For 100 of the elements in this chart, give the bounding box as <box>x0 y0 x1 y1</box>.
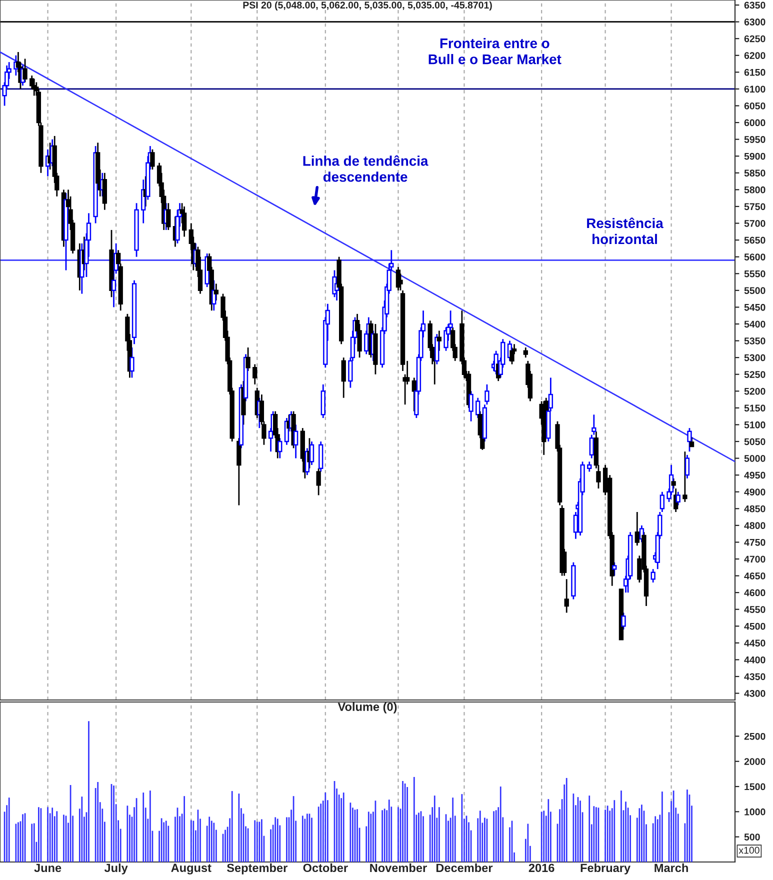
y-tick-label: 5450 <box>744 304 766 311</box>
y-tick-label: 4800 <box>744 522 766 530</box>
y-tick-label: 2500 <box>744 732 766 740</box>
candlestick <box>587 460 592 472</box>
y-tick-label: 2000 <box>744 758 766 765</box>
candlestick <box>444 326 448 352</box>
candlestick <box>246 346 250 372</box>
y-tick-label: 4700 <box>744 556 766 563</box>
y-tick-label: 5250 <box>744 371 766 378</box>
x-tick-label: August <box>171 864 212 874</box>
candlestick <box>293 424 298 459</box>
y-tick-label: 5150 <box>744 404 766 412</box>
x-tick-label: October <box>303 863 348 872</box>
candlestick <box>621 612 626 630</box>
y-tick-label: 5700 <box>744 220 766 227</box>
candlestick <box>316 468 321 496</box>
x-tick-label: July <box>104 863 128 874</box>
candlestick <box>634 511 640 546</box>
candlestick <box>130 346 134 378</box>
candlestick <box>592 414 596 436</box>
ref-line-label: Resistência horizontal <box>587 218 664 244</box>
candlestick <box>150 148 155 170</box>
candlestick <box>650 568 656 584</box>
candlestick <box>236 437 242 506</box>
candlestick <box>684 454 690 480</box>
y-tick-label: 4750 <box>744 538 766 546</box>
candlestick <box>102 172 108 211</box>
x-tick-label: December <box>436 863 493 872</box>
y-tick-label: 5900 <box>744 152 766 160</box>
candlestick <box>436 330 442 352</box>
y-tick-label: 6350 <box>744 2 766 9</box>
candlestick <box>357 323 362 358</box>
y-tick-label: 4400 <box>744 656 766 664</box>
y-tick-label: 6100 <box>744 86 766 93</box>
y-tick-label: 5850 <box>744 170 766 177</box>
candlestick <box>320 384 326 419</box>
x-tick-label: March <box>654 863 688 872</box>
y-tick-label: 5350 <box>744 338 766 344</box>
y-tick-label: 5400 <box>744 320 766 328</box>
y-tick-label: 6300 <box>744 18 766 26</box>
y-tick-label: 4300 <box>744 690 766 697</box>
y-tick-label: 5000 <box>744 455 766 462</box>
x-tick-label: June <box>34 864 62 872</box>
candlestick <box>523 346 528 358</box>
candlestick <box>182 206 187 238</box>
y-tick-label: 4450 <box>744 640 766 647</box>
candlestick <box>682 450 688 503</box>
x-tick-label: November <box>370 863 427 872</box>
candlestick <box>252 364 258 386</box>
y-tick-label: 5100 <box>744 421 766 428</box>
y-tick-label: 5950 <box>744 136 766 143</box>
y-tick-label: 5550 <box>744 270 766 278</box>
y-tick-label: 6150 <box>744 68 766 76</box>
candlestick <box>660 491 665 513</box>
candlestick <box>687 427 692 452</box>
candlestick <box>676 491 680 506</box>
candlestick <box>689 436 694 448</box>
x-tick-label: February <box>580 863 630 874</box>
chart-title: Volume (0) <box>338 702 397 714</box>
y-tick-label: 5500 <box>744 287 766 294</box>
candlestick <box>278 437 282 459</box>
y-tick-label: 5050 <box>744 438 766 446</box>
y-tick-label: 4500 <box>744 622 766 630</box>
y-tick-label: 4900 <box>744 488 766 496</box>
candlestick <box>476 397 480 419</box>
y-tick-label: 4950 <box>744 472 766 479</box>
candlestick <box>510 346 514 365</box>
y-tick-label: 5300 <box>744 354 766 362</box>
y-tick-label: 6250 <box>744 35 766 42</box>
x-tick-label: 2016 <box>528 864 554 872</box>
y-tick-label: 5800 <box>744 186 766 194</box>
ref-line-label: Fronteira entre o Bull e o Bear Market <box>428 38 562 64</box>
chart-title: PSI 20 (5,048.00, 5,062.00, 5,035.00, 5,035.00, -45.8701) <box>243 1 492 10</box>
y-tick-label: 500 <box>744 834 760 840</box>
candlestick <box>564 578 569 614</box>
candlestick <box>484 384 490 406</box>
candlestick <box>589 434 594 459</box>
y-tick-label: 5600 <box>744 254 766 260</box>
y-tick-label: 4850 <box>744 505 766 512</box>
candlestick <box>612 562 617 576</box>
text: x100 <box>738 846 760 854</box>
candlestick <box>468 390 474 422</box>
y-tick-label: 5200 <box>744 388 766 395</box>
y-tick-label: 6050 <box>744 102 766 110</box>
y-tick-label: 1000 <box>744 808 766 816</box>
y-tick-label: 4350 <box>744 673 766 680</box>
candlestick <box>318 440 324 472</box>
y-tick-label: 1500 <box>744 783 766 790</box>
y-tick-label: 5650 <box>744 236 766 244</box>
candlestick <box>341 356 346 399</box>
candlestick <box>671 478 676 490</box>
y-tick-label: 6000 <box>744 119 766 126</box>
candlestick <box>412 377 416 412</box>
y-tick-label: 4650 <box>744 572 766 580</box>
y-tick-label: 4600 <box>744 589 766 596</box>
x-tick-label: September <box>226 863 288 874</box>
y-tick-label: 4550 <box>744 606 766 613</box>
y-tick-label: 6200 <box>744 52 766 60</box>
annotation: Linha de tendência descendente <box>303 155 428 182</box>
y-tick-label: 5750 <box>744 203 766 210</box>
